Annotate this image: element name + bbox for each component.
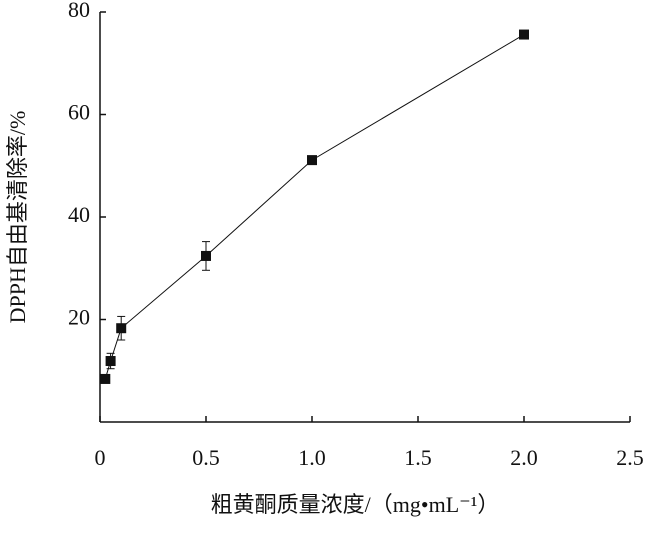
data-point <box>116 323 127 334</box>
y-axis-label: DPPH自由基清除率/% <box>5 111 30 324</box>
y-tick-label: 80 <box>68 0 90 22</box>
x-tick-label: 2.0 <box>510 445 538 470</box>
data-point <box>519 29 529 40</box>
y-tick-label: 40 <box>68 202 90 227</box>
data-point <box>307 155 317 166</box>
x-tick-label: 1.0 <box>298 445 326 470</box>
data-point <box>201 250 211 261</box>
x-tick-label: 0 <box>95 445 106 470</box>
x-tick-label: 2.5 <box>616 445 644 470</box>
y-tick-label: 60 <box>68 100 90 125</box>
x-tick-label: 0.5 <box>192 445 220 470</box>
y-tick-label: 20 <box>68 305 90 330</box>
data-line <box>104 34 525 380</box>
data-point <box>105 356 116 367</box>
x-tick-label: 1.5 <box>404 445 432 470</box>
data-point <box>100 373 111 384</box>
x-axis-label: 粗黄酮质量浓度/（mg•mL⁻¹） <box>211 492 500 517</box>
